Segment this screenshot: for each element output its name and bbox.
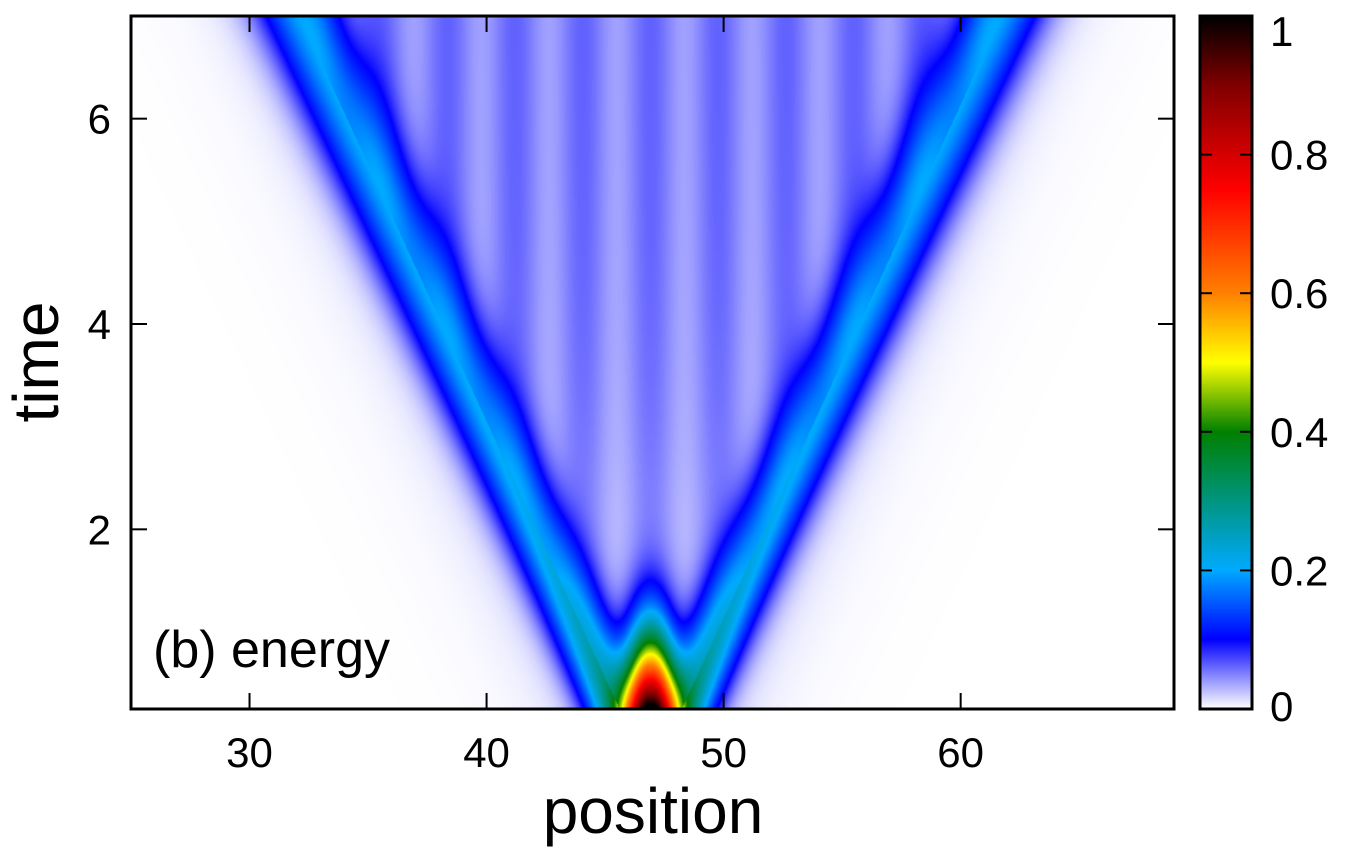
y-tick-label: 6 [88,96,111,143]
colorbar-ticks: 0 0.2 0.4 0.6 0.8 1 [1200,8,1328,730]
heatmap-plot-area [131,16,1174,709]
colorbar-gradient [1200,16,1252,709]
colorbar-tick-label: 0.6 [1270,270,1328,317]
y-tick-label: 4 [88,301,111,348]
colorbar-tick-label: 0.4 [1270,409,1328,456]
x-tick-label: 50 [700,729,747,776]
x-tick-label: 60 [937,729,984,776]
colorbar-tick-label: 0 [1270,683,1293,730]
annotation-label: (b) energy [153,621,390,679]
colorbar-tick-label: 0.8 [1270,132,1328,179]
colorbar-tick-label: 1 [1270,8,1293,55]
y-axis-title: time [0,302,72,423]
y-axis-ticks: 2 4 6 [88,96,1174,553]
y-tick-label: 2 [88,506,111,553]
colorbar-frame [1198,14,1254,711]
x-axis-ticks: 30 40 50 60 [226,16,984,776]
x-tick-label: 40 [463,729,510,776]
x-axis-title: position [543,775,764,847]
x-tick-label: 30 [226,729,273,776]
plot-frame [129,14,1176,711]
colorbar-tick-label: 0.2 [1270,547,1328,594]
